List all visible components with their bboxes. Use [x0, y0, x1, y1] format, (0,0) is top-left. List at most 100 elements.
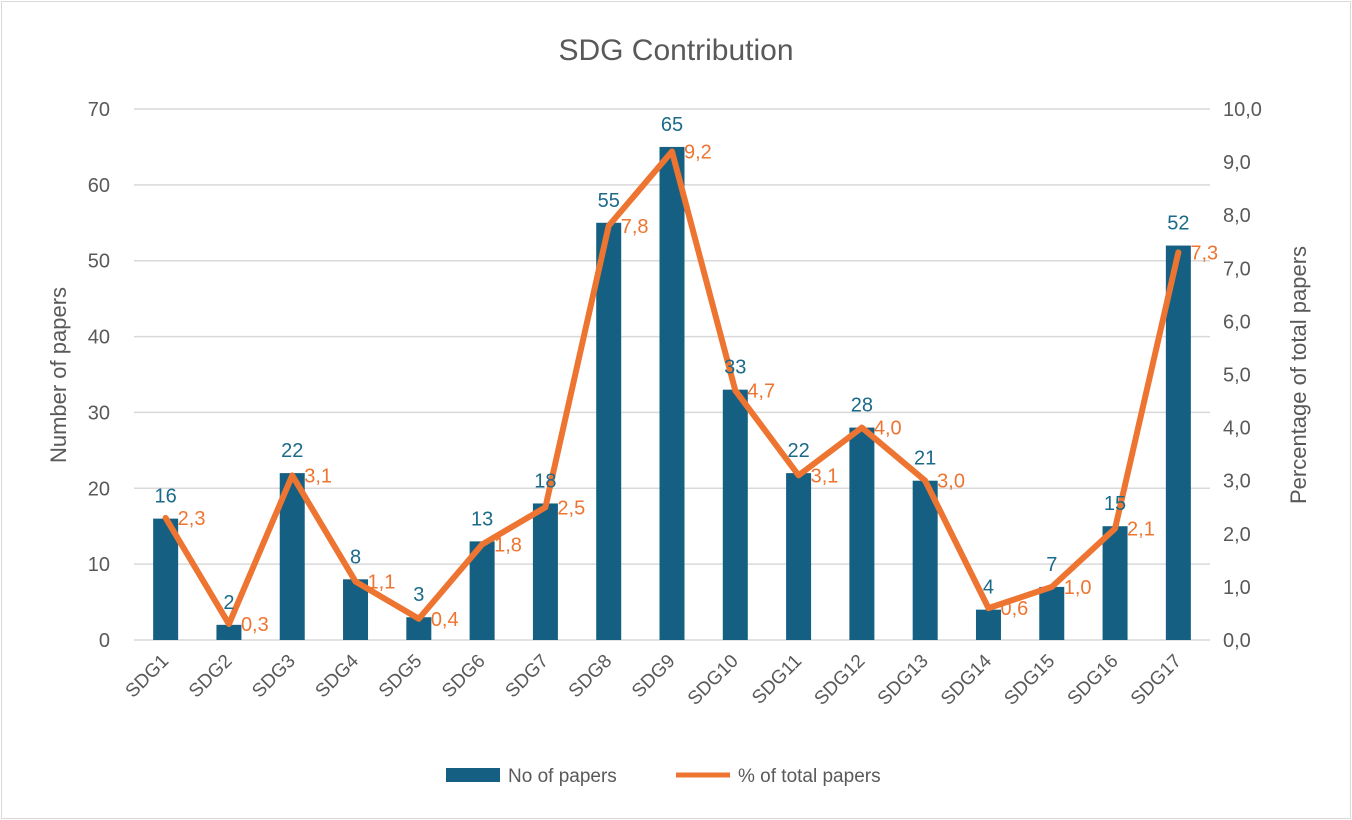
bar-value-label: 16 [155, 486, 177, 508]
bar-value-label: 55 [598, 190, 620, 212]
bar [912, 480, 938, 640]
x-tick-label: SDG16 [1064, 651, 1123, 710]
line-value-label: 7,3 [1190, 242, 1218, 264]
x-axis-ticks: SDG1 SDG2 SDG3 SDG4 SDG5 SDG6 SDG7 SDG8 SDG9 SDG1… [122, 650, 1186, 709]
line-value-label: 4,7 [747, 380, 775, 402]
y-tick-label: 50 [88, 251, 110, 273]
line-value-label: 1,1 [368, 572, 396, 594]
line-series [162, 148, 1182, 628]
bar [1102, 526, 1128, 640]
x-tick-label: SDG11 [748, 651, 806, 709]
y2-tick-label: 10,0 [1223, 99, 1262, 121]
legend-label-line: % of total papers [738, 766, 881, 787]
y-axis-label: Number of papers [46, 287, 71, 463]
series-line [162, 148, 1182, 628]
x-tick-label: SDG7 [502, 651, 553, 702]
bar-value-label: 2 [223, 592, 234, 614]
bar-value-label: 15 [1104, 493, 1126, 515]
bar-value-label: 65 [661, 114, 683, 136]
line-value-label: 3,0 [937, 471, 965, 493]
y2-tick-label: 1,0 [1223, 577, 1251, 599]
x-tick-label: SDG14 [937, 650, 996, 709]
y2-axis-ticks: 0,0 1,0 2,0 3,0 4,0 5,0 6,0 7,0 8,0 9,0 10,0 [1223, 99, 1262, 652]
y-axis-ticks: 0 10 20 30 40 50 60 70 [88, 99, 110, 652]
bar-series [153, 146, 1191, 641]
x-tick-label: SDG12 [811, 651, 870, 710]
line-data-labels: 2,3 0,3 3,1 1,1 0,4 1,8 2,5 7,8 9,2 4,7 3,1 4,0 3,0 0… [178, 141, 1219, 636]
bar-value-label: 22 [787, 440, 809, 462]
bar [1039, 586, 1065, 640]
line-value-label: 9,2 [684, 141, 712, 163]
x-tick-label: SDG8 [565, 651, 616, 702]
y-tick-label: 40 [88, 327, 110, 349]
bar-value-label: 33 [724, 357, 746, 379]
x-tick-label: SDG13 [874, 651, 933, 710]
x-tick-label: SDG6 [438, 651, 489, 702]
bar [722, 389, 748, 640]
x-tick-label: SDG2 [185, 651, 236, 702]
bar [1165, 245, 1191, 641]
y2-tick-label: 9,0 [1223, 152, 1251, 174]
bar-value-label: 7 [1046, 554, 1057, 576]
bar [406, 617, 432, 640]
bar [216, 624, 242, 640]
bar-value-label: 4 [983, 577, 994, 599]
bar-value-label: 28 [851, 395, 873, 417]
line-value-label: 0,3 [241, 614, 269, 636]
bar [786, 473, 812, 640]
y2-tick-label: 8,0 [1223, 205, 1251, 227]
legend: No of papers % of total papers [446, 766, 881, 787]
line-value-label: 2,5 [557, 497, 585, 519]
x-tick-label: SDG5 [375, 651, 426, 702]
line-value-label: 0,4 [431, 609, 459, 631]
bar-value-label: 3 [413, 584, 424, 606]
bar-value-label: 21 [914, 448, 936, 470]
y2-tick-label: 2,0 [1223, 524, 1251, 546]
bar-value-label: 52 [1167, 213, 1189, 235]
y-tick-label: 70 [88, 99, 110, 121]
y2-tick-label: 5,0 [1223, 365, 1251, 387]
x-tick-label: SDG4 [312, 650, 364, 702]
bar [153, 518, 179, 640]
bar [596, 222, 622, 641]
line-value-label: 4,0 [874, 418, 902, 440]
y2-tick-label: 3,0 [1223, 471, 1251, 493]
legend-swatch-bars [446, 768, 500, 782]
bar [659, 146, 685, 640]
y2-tick-label: 6,0 [1223, 311, 1251, 333]
y-tick-label: 30 [88, 402, 110, 424]
x-tick-label: SDG9 [628, 651, 679, 702]
chart-title: SDG Contribution [558, 34, 793, 67]
legend-label-bars: No of papers [508, 766, 617, 787]
y-tick-label: 0 [99, 630, 110, 652]
x-tick-label: SDG3 [248, 651, 299, 702]
bar [975, 609, 1001, 640]
bar-value-label: 13 [471, 508, 493, 530]
bar-value-label: 22 [281, 440, 303, 462]
y2-tick-label: 7,0 [1223, 258, 1251, 280]
y-tick-label: 60 [88, 175, 110, 197]
y-tick-label: 10 [88, 554, 110, 576]
bar-value-label: 18 [534, 470, 556, 492]
line-value-label: 7,8 [621, 216, 649, 238]
bar-value-label: 8 [350, 546, 361, 568]
x-tick-label: SDG15 [1000, 651, 1059, 710]
y2-axis-label: Percentage of total papers [1286, 246, 1311, 504]
y-tick-label: 20 [88, 478, 110, 500]
line-value-label: 0,6 [1000, 598, 1028, 620]
x-tick-label: SDG10 [684, 651, 743, 710]
line-value-label: 2,1 [1127, 518, 1155, 540]
line-value-label: 3,1 [304, 465, 332, 487]
line-value-label: 1,8 [494, 534, 522, 556]
y2-tick-label: 4,0 [1223, 418, 1251, 440]
line-value-label: 1,0 [1064, 577, 1092, 599]
line-value-label: 3,1 [811, 465, 839, 487]
bar [532, 503, 558, 640]
x-tick-label: SDG1 [122, 651, 173, 702]
x-tick-label: SDG17 [1127, 651, 1186, 710]
line-value-label: 2,3 [178, 508, 206, 530]
y2-tick-label: 0,0 [1223, 630, 1251, 652]
bar [849, 427, 875, 640]
